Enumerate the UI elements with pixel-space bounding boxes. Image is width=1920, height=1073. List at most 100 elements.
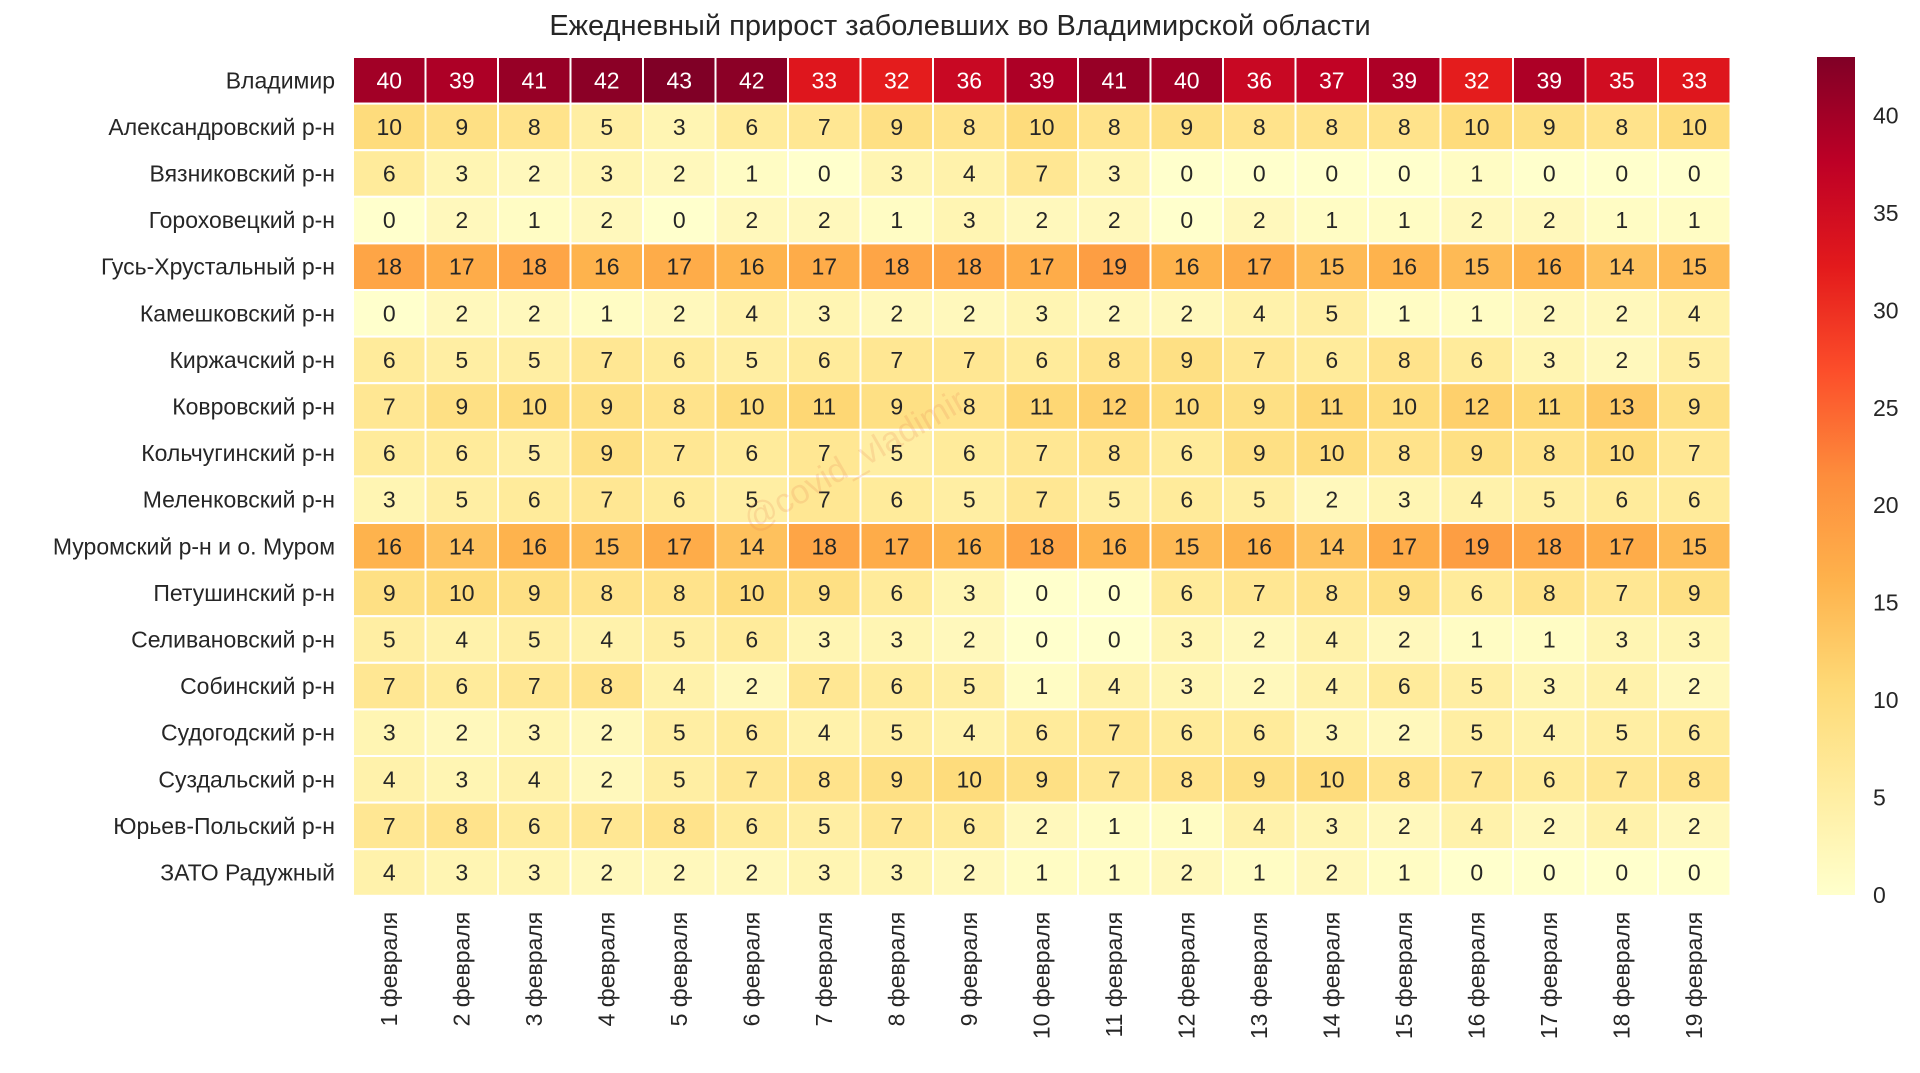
heatmap-cell — [1584, 289, 1659, 338]
row-label: Гороховецкий р-н — [149, 207, 335, 233]
cell-value-label: 7 — [1615, 580, 1628, 606]
cell-value-label: 2 — [1253, 673, 1266, 699]
heatmap-cell — [569, 289, 644, 338]
heatmap-cell — [424, 56, 499, 105]
cell-value-label: 9 — [1180, 347, 1193, 373]
cell-value-label: 5 — [745, 487, 758, 513]
column-label: 18 февраля — [1609, 912, 1635, 1039]
cell-value-label: 17 — [449, 254, 475, 280]
heatmap-cell — [787, 335, 862, 385]
row-label: Суздальский р-н — [158, 766, 335, 792]
cell-value-label: 8 — [673, 813, 686, 839]
cell-value-label: 8 — [1543, 580, 1556, 606]
heatmap-cell — [714, 195, 789, 245]
cell-value-label: 2 — [745, 207, 758, 233]
cell-value-label: 42 — [594, 67, 620, 93]
heatmap-cell — [714, 428, 789, 478]
cell-value-label: 42 — [739, 67, 765, 93]
cell-value-label: 18 — [1536, 533, 1562, 559]
column-label: 8 февраля — [884, 912, 910, 1027]
cell-value-label: 10 — [739, 580, 765, 606]
cell-value-label: 6 — [745, 114, 758, 140]
heatmap-cell — [1657, 522, 1732, 571]
cell-value-label: 0 — [818, 161, 831, 187]
cell-value-label: 4 — [1615, 673, 1628, 699]
cell-value-label: 10 — [739, 394, 765, 420]
heatmap-cell — [859, 615, 934, 664]
cell-value-label: 3 — [1108, 161, 1121, 187]
cell-value-label: 36 — [1246, 67, 1272, 93]
heatmap-cell — [1222, 568, 1297, 618]
cell-value-label: 6 — [963, 813, 976, 839]
cell-value-label: 3 — [1688, 627, 1701, 653]
cell-value-label: 6 — [1470, 580, 1483, 606]
cell-value-label: 16 — [1101, 533, 1127, 559]
heatmap-cell — [1512, 475, 1587, 524]
heatmap-cell — [1512, 382, 1587, 431]
heatmap-cell — [787, 848, 862, 897]
cell-value-label: 3 — [455, 766, 468, 792]
cell-value-label: 40 — [1174, 67, 1200, 93]
heatmap-cell — [787, 661, 862, 711]
cell-value-label: 7 — [1108, 766, 1121, 792]
heatmap-cell — [1512, 568, 1587, 618]
cell-value-label: 7 — [673, 440, 686, 466]
cell-value-label: 2 — [1253, 207, 1266, 233]
heatmap-cell — [1294, 848, 1369, 897]
heatmap-cell — [1004, 755, 1079, 804]
cell-value-label: 32 — [884, 67, 910, 93]
heatmap-cell — [1512, 522, 1587, 571]
column-label: 15 февраля — [1391, 912, 1417, 1039]
cell-value-label: 5 — [1470, 673, 1483, 699]
cell-value-label: 0 — [1108, 580, 1121, 606]
cell-value-label: 9 — [600, 440, 613, 466]
cell-value-label: 18 — [811, 533, 837, 559]
cell-value-label: 17 — [1391, 533, 1417, 559]
heatmap-cell — [1222, 289, 1297, 338]
heatmap-cell — [932, 568, 1007, 618]
heatmap-cell — [497, 522, 572, 571]
cell-value-label: 5 — [673, 766, 686, 792]
heatmap-cell — [714, 568, 789, 618]
column-label: 2 февраля — [449, 912, 475, 1027]
heatmap-cell — [424, 195, 499, 245]
heatmap-cell — [497, 242, 572, 291]
cell-value-label: 8 — [1108, 114, 1121, 140]
cell-value-label: 6 — [745, 440, 758, 466]
heatmap-cell — [1222, 661, 1297, 711]
cell-value-label: 12 — [1101, 394, 1127, 420]
cell-value-label: 8 — [455, 813, 468, 839]
cell-value-label: 5 — [383, 627, 396, 653]
row-label: Петушинский р-н — [153, 580, 335, 606]
cell-value-label: 41 — [521, 67, 547, 93]
cell-value-label: 18 — [1029, 533, 1055, 559]
cell-value-label: 4 — [383, 766, 396, 792]
cell-value-label: 37 — [1319, 67, 1345, 93]
heatmap-cell — [1367, 801, 1442, 851]
cell-value-label: 3 — [528, 860, 541, 886]
cell-value-label: 7 — [1108, 720, 1121, 746]
heatmap-cell — [1077, 335, 1152, 385]
cell-value-label: 16 — [1174, 254, 1200, 280]
cell-value-label: 7 — [1253, 580, 1266, 606]
cell-value-label: 6 — [1325, 347, 1338, 373]
cell-value-label: 7 — [1035, 487, 1048, 513]
cell-value-label: 32 — [1464, 67, 1490, 93]
cell-value-label: 11 — [812, 394, 836, 420]
cell-value-label: 6 — [1180, 487, 1193, 513]
cell-value-label: 7 — [528, 673, 541, 699]
cell-value-label: 0 — [1615, 161, 1628, 187]
cell-value-label: 3 — [818, 860, 831, 886]
heatmap-cell — [569, 382, 644, 431]
cell-value-label: 10 — [1319, 440, 1345, 466]
colorbar — [1817, 57, 1855, 895]
cell-value-label: 9 — [383, 580, 396, 606]
heatmap-cell — [1439, 56, 1514, 105]
heatmap-cell — [1294, 56, 1369, 105]
cell-value-label: 8 — [818, 766, 831, 792]
cell-value-label: 14 — [449, 533, 475, 559]
cell-value-label: 2 — [963, 300, 976, 326]
cell-value-label: 5 — [1253, 487, 1266, 513]
heatmap-cell — [1077, 242, 1152, 291]
cell-value-label: 2 — [600, 207, 613, 233]
